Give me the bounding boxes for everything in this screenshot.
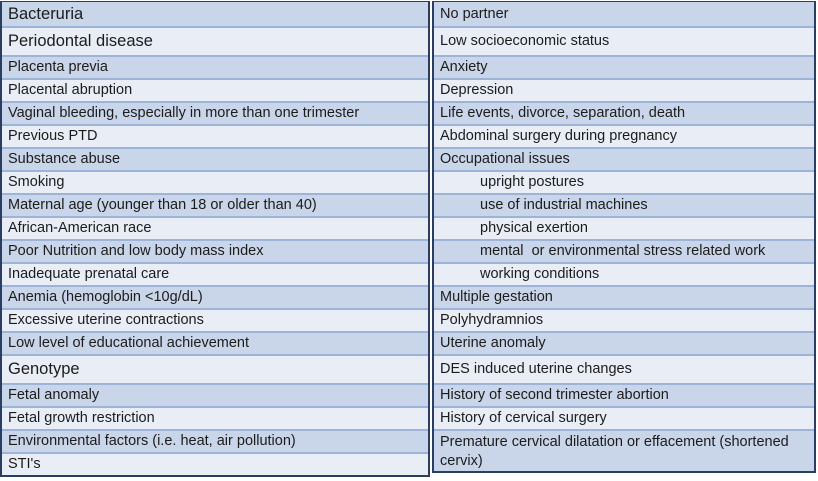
table-cell: Inadequate prenatal care <box>2 262 428 285</box>
table-cell: STI's <box>2 452 428 475</box>
cell-text: upright postures <box>480 174 584 191</box>
cell-text: physical exertion <box>480 220 588 237</box>
cell-text: Anxiety <box>440 59 488 76</box>
cell-text: History of second trimester abortion <box>440 387 669 404</box>
table-cell: upright postures <box>434 170 814 193</box>
cell-text: Poor Nutrition and low body mass index <box>8 243 264 260</box>
cell-text: Maternal age (younger than 18 or older t… <box>8 197 317 214</box>
table-cell: working conditions <box>434 262 814 285</box>
cell-text: African-American race <box>8 220 152 237</box>
table-cell: Abdominal surgery during pregnancy <box>434 124 814 147</box>
table-cell: Life events, divorce, separation, death <box>434 101 814 124</box>
cell-text: Inadequate prenatal care <box>8 266 170 283</box>
cell-text: Occupational issues <box>440 151 570 168</box>
table-cell: Fetal anomaly <box>2 383 428 406</box>
table-cell: Low level of educational achievement <box>2 331 428 354</box>
cell-text: Abdominal surgery during pregnancy <box>440 128 677 145</box>
cell-text: Life events, divorce, separation, death <box>440 105 686 122</box>
cell-text: Uterine anomaly <box>440 335 546 352</box>
table-cell: Smoking <box>2 170 428 193</box>
table-cell: No partner <box>434 2 814 26</box>
table-cell: DES induced uterine changes <box>434 354 814 383</box>
cell-text: Depression <box>440 82 514 99</box>
cell-text: Polyhydramnios <box>440 312 544 329</box>
cell-text: Multiple gestation <box>440 289 553 306</box>
table-cell: mental or environmental stress related w… <box>434 239 814 262</box>
cell-text: Substance abuse <box>8 151 121 168</box>
cell-text: use of industrial machines <box>480 197 648 214</box>
table-cell: Maternal age (younger than 18 or older t… <box>2 193 428 216</box>
table-cell: Uterine anomaly <box>434 331 814 354</box>
cell-text: Fetal growth restriction <box>8 410 155 427</box>
table-cell: Placental abruption <box>2 78 428 101</box>
table-cell: History of second trimester abortion <box>434 383 814 406</box>
table-cell: Placenta previa <box>2 55 428 78</box>
table-cell: Bacteruria <box>2 2 428 26</box>
table-cell: Poor Nutrition and low body mass index <box>2 239 428 262</box>
cell-text: Previous PTD <box>8 128 98 145</box>
table-cell: physical exertion <box>434 216 814 239</box>
cell-text: Smoking <box>8 174 65 191</box>
table-cell: Depression <box>434 78 814 101</box>
table-cell: Multiple gestation <box>434 285 814 308</box>
table-cell: Vaginal bleeding, especially in more tha… <box>2 101 428 124</box>
table-cell: Polyhydramnios <box>434 308 814 331</box>
cell-text: Anemia (hemoglobin <10g/dL) <box>8 289 203 306</box>
table-cell: Premature cervical dilatation or effacem… <box>434 429 814 471</box>
cell-text: Periodontal disease <box>8 32 153 51</box>
table-cell: History of cervical surgery <box>434 406 814 429</box>
table-cell: Previous PTD <box>2 124 428 147</box>
table-cell: Occupational issues <box>434 147 814 170</box>
cell-text: Fetal anomaly <box>8 387 100 404</box>
cell-text: STI's <box>8 456 41 473</box>
cell-text: Genotype <box>8 360 80 379</box>
table-cell: Excessive uterine contractions <box>2 308 428 331</box>
table-cell: use of industrial machines <box>434 193 814 216</box>
cell-text: Placental abruption <box>8 82 133 99</box>
table-cell: Fetal growth restriction <box>2 406 428 429</box>
cell-text: Low level of educational achievement <box>8 335 250 352</box>
risk-table-left-column: Bacteruria Periodontal disease Placenta pr… <box>0 1 430 477</box>
table-cell: Substance abuse <box>2 147 428 170</box>
table-cell: Environmental factors (i.e. heat, air po… <box>2 429 428 452</box>
cell-text: Premature cervical dilatation or effacem… <box>440 434 793 469</box>
table-cell: Anemia (hemoglobin <10g/dL) <box>2 285 428 308</box>
cell-text: Low socioeconomic status <box>440 33 610 50</box>
table-cell: Genotype <box>2 354 428 383</box>
table-cell: Low socioeconomic status <box>434 26 814 55</box>
cell-text: Vaginal bleeding, especially in more tha… <box>8 105 360 122</box>
table-cell: Periodontal disease <box>2 26 428 55</box>
cell-text: mental or environmental stress related w… <box>480 243 766 260</box>
cell-text: Environmental factors (i.e. heat, air po… <box>8 433 296 450</box>
cell-text: No partner <box>440 5 509 22</box>
cell-text: Bacteruria <box>8 4 84 23</box>
cell-text: Placenta previa <box>8 59 108 76</box>
cell-text: DES induced uterine changes <box>440 361 632 378</box>
risk-table-right-column: No partner Low socioeconomic status Anxiet… <box>432 1 816 473</box>
cell-text: History of cervical surgery <box>440 410 607 427</box>
table-cell: Anxiety <box>434 55 814 78</box>
cell-text: Excessive uterine contractions <box>8 312 204 329</box>
cell-text: working conditions <box>480 266 600 283</box>
table-cell: African-American race <box>2 216 428 239</box>
